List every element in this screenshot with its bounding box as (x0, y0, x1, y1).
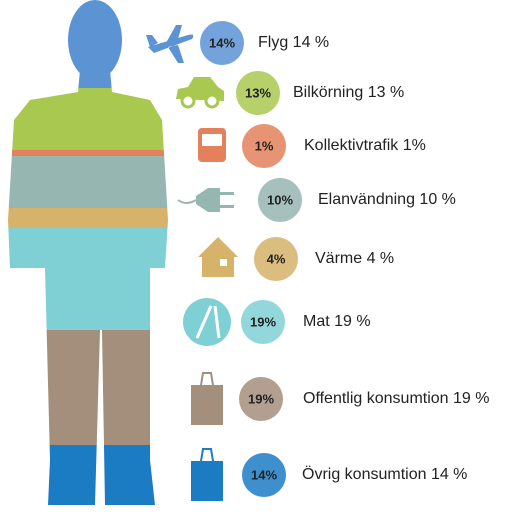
badge-text: 14% (209, 35, 235, 50)
item-label: Övrig konsumtion 14 % (302, 465, 467, 483)
item-label: Värme 4 % (315, 250, 394, 267)
bag-icon (191, 461, 223, 501)
plate-icon (183, 298, 231, 346)
icon (183, 298, 231, 346)
house-icon (198, 237, 238, 277)
badge-text: 19% (248, 391, 274, 406)
plug-pin (220, 192, 234, 195)
badge-text: 1% (255, 138, 274, 153)
wheel (206, 95, 218, 107)
icon (178, 188, 234, 212)
badge-text: 14% (251, 467, 277, 482)
item-label: Offentlig konsumtion 19 % (303, 390, 489, 407)
icon (198, 128, 226, 162)
figure-band (0, 88, 180, 150)
figure-band (0, 208, 180, 228)
plug-icon (196, 188, 220, 212)
figure-band (0, 228, 180, 330)
badge-text: 10% (267, 192, 293, 207)
wheel (182, 95, 194, 107)
item-label: Bilkörning 13 % (293, 84, 404, 101)
bag-icon (191, 385, 223, 425)
item-label: Kollektivtrafik 1% (304, 137, 426, 154)
item-label: Elanvändning 10 % (318, 191, 456, 208)
plug-cord (178, 200, 196, 203)
icon (198, 237, 238, 277)
plug-pin (220, 205, 234, 208)
item-label: Mat 19 % (303, 313, 371, 330)
bag-handle (201, 449, 213, 461)
badge-text: 19% (250, 314, 276, 329)
plane-icon (146, 25, 193, 63)
infographic: 14% Flyg 14 % 13% Bilkörning 13 % 1% Kollekti… (0, 0, 526, 517)
figure-band (0, 150, 180, 156)
bus-window (202, 134, 222, 146)
icon (146, 25, 193, 63)
icon (176, 77, 224, 107)
house-window (220, 259, 227, 266)
bag-handle (201, 373, 213, 385)
item-label: Flyg 14 % (258, 34, 329, 51)
figure-band (0, 445, 180, 517)
badge-text: 4% (267, 251, 286, 266)
figure (0, 0, 180, 517)
badge-text: 13% (245, 85, 271, 100)
figure-band (0, 330, 180, 445)
icon (191, 449, 223, 501)
icon (191, 373, 223, 425)
figure-band (0, 156, 180, 208)
